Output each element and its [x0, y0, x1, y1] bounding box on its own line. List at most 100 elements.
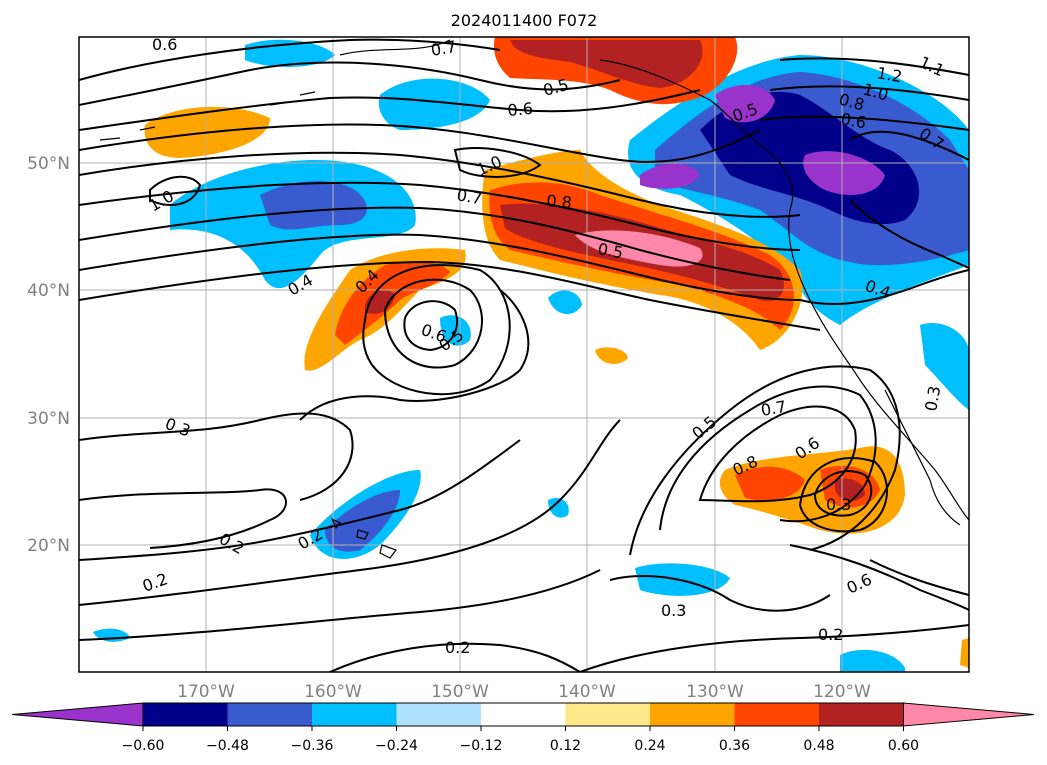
contour-label: 0.3 [661, 601, 686, 620]
latitude-ticks: 50°N 40°N 30°N 20°N [27, 154, 70, 556]
contour-label: 0.6 [152, 35, 177, 54]
shade-neg-pt6 [840, 649, 905, 672]
colorbar-tick-label: −0.24 [375, 738, 418, 754]
contour-label: 0.2 [818, 625, 843, 644]
colorbar-tick-label: 0.48 [803, 738, 834, 754]
longitude-ticks: 170°W 160°W 150°W 140°W 130°W 120°W [177, 682, 871, 702]
shade-pos-edge [960, 638, 969, 668]
colorbar: −0.60 −0.48 −0.36 −0.24 −0.12 0.12 0.24 0.36 0.4… [11, 702, 1035, 754]
lat-tick: 50°N [27, 154, 70, 174]
contour-line [779, 57, 969, 76]
shade-neg-ne-purple-a [715, 84, 775, 123]
contour-label: 0.5 [596, 239, 624, 262]
contour-line [403, 300, 458, 352]
contour-label: 1.2 [875, 63, 903, 86]
contour-line [79, 206, 791, 281]
contour-line [789, 544, 969, 611]
contour-line [849, 199, 969, 269]
contour-line [79, 89, 701, 131]
shade-neg-ne-purple-c [640, 163, 700, 189]
colorbar-tick-label: −0.60 [122, 738, 165, 754]
colorbar-tick-label: 0.24 [634, 738, 665, 754]
colorbar-tick-label: 0.60 [888, 738, 919, 754]
map-title: 2024011400 F072 [451, 11, 598, 30]
contour-label: 0.7 [455, 185, 483, 208]
colorbar-swatch [650, 703, 735, 726]
contour-line [149, 175, 202, 206]
contour-line [79, 569, 601, 641]
contour-line [799, 269, 969, 305]
contour-line [869, 559, 969, 596]
contour-line [79, 38, 501, 81]
lon-tick: 130°W [686, 682, 744, 702]
contour-line [759, 115, 969, 131]
colorbar-tick-label: 0.36 [719, 738, 750, 754]
contour-label: 0.2 [445, 638, 470, 657]
shade-neg-w-mid [260, 180, 367, 230]
contour-label: 0.7 [429, 37, 457, 60]
contour-line [79, 123, 761, 163]
contour-line [798, 457, 888, 533]
colorbar-tick-label: −0.48 [206, 738, 249, 754]
colorbar-tick-label: −0.36 [291, 738, 334, 754]
lon-tick: 140°W [558, 682, 616, 702]
colorbar-swatch [396, 703, 482, 726]
contour-label: 0.3 [921, 384, 944, 412]
contour-line [453, 147, 542, 178]
contour-line [79, 151, 801, 218]
contour-line [362, 264, 511, 396]
colorbar-swatch [565, 703, 651, 726]
contour-line [329, 642, 581, 672]
contour-line [79, 488, 287, 549]
contour-line [79, 260, 821, 331]
shade-pos-se-red [735, 466, 805, 501]
contour-line [769, 85, 969, 101]
colorbar-extend-high [903, 702, 1035, 727]
contour-line [383, 278, 483, 369]
colorbar-extend-low [11, 702, 144, 727]
contour-line [79, 419, 621, 606]
shade-neg-n-light [378, 78, 490, 130]
lon-tick: 150°W [431, 682, 489, 702]
contour-lines [79, 38, 969, 672]
contour-line [659, 385, 877, 531]
contour-line [299, 289, 530, 421]
shade-neg-pt5 [548, 497, 569, 518]
lat-tick: 30°N [27, 409, 70, 429]
colorbar-swatch [143, 703, 228, 726]
coast-aleutians [99, 91, 316, 141]
contour-line [629, 365, 901, 556]
colorbar-swatch [227, 703, 313, 726]
contour-line [79, 181, 801, 251]
contour-line [79, 233, 801, 301]
contour-line [579, 624, 969, 672]
lat-tick: 40°N [27, 281, 70, 301]
shade-neg-pt3 [920, 322, 969, 410]
contour-line [79, 412, 354, 501]
lon-tick: 120°W [813, 682, 871, 702]
shade-neg-ne-purple-b [803, 151, 885, 195]
colorbar-swatch [312, 703, 397, 726]
contour-line [609, 575, 831, 612]
contour-line [813, 470, 873, 517]
contour-line [79, 439, 521, 561]
lon-tick: 160°W [304, 682, 362, 702]
colorbar-swatch [819, 703, 904, 726]
colorbar-swatch [481, 703, 566, 726]
graticule [79, 37, 969, 672]
contour-label: 0.8 [546, 191, 573, 212]
contour-label: 0.3 [826, 495, 851, 514]
shade-pos-n-red-inner [510, 40, 703, 88]
colorbar-frame [142, 702, 904, 727]
colorbar-tick-label: 0.12 [550, 738, 581, 754]
contour-line [698, 405, 857, 503]
lat-tick: 20°N [27, 536, 70, 556]
contour-label: 0.6 [507, 99, 534, 120]
shade-neg-pt1 [548, 290, 582, 315]
contour-label: 0.7 [759, 397, 787, 420]
contour-label: 0.6 [839, 109, 867, 132]
shade-pos-small [595, 347, 628, 364]
shade-neg-hawaii-mid [325, 490, 400, 552]
map-frame [78, 36, 970, 673]
